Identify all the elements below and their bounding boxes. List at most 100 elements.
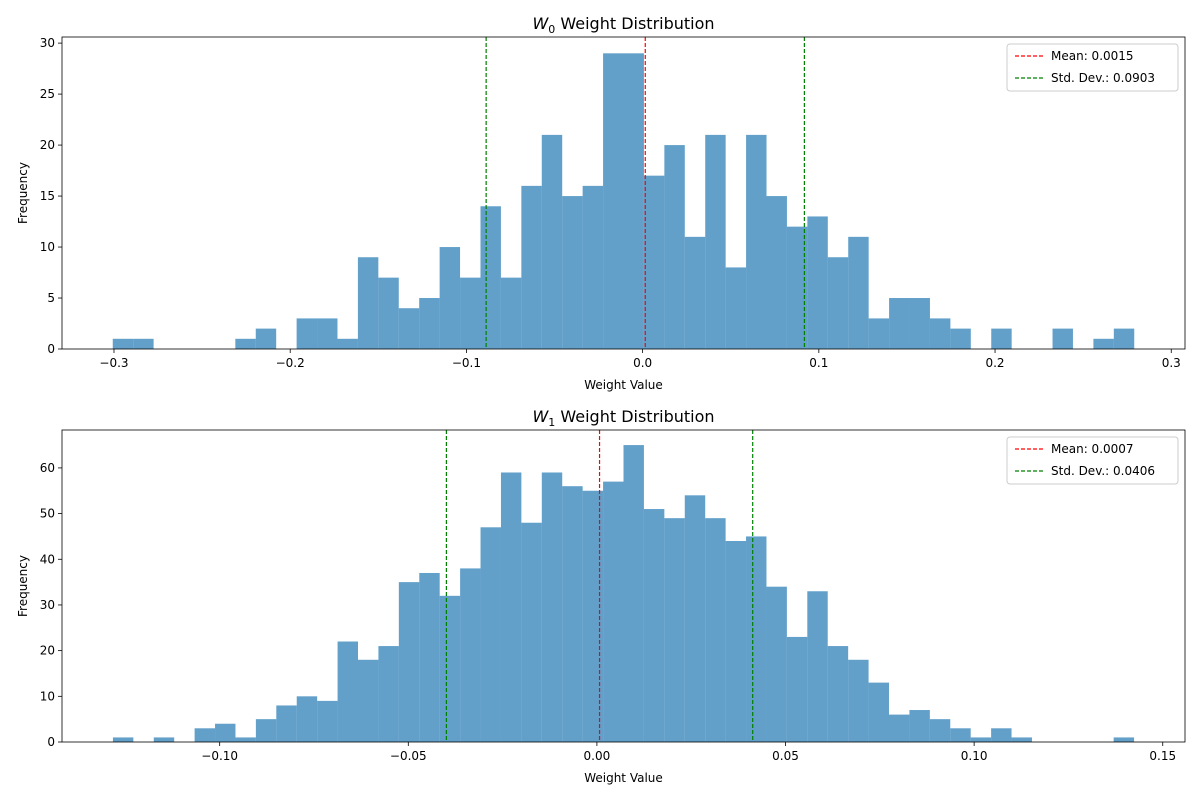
- histogram-bar: [439, 247, 461, 349]
- y-axis-label: Frequency: [16, 555, 30, 617]
- histogram-bar: [582, 185, 604, 349]
- histogram-bar: [725, 267, 747, 349]
- histogram-bar: [562, 196, 583, 349]
- legend: Mean: 0.0007 Std. Dev.: 0.0406: [1006, 436, 1179, 485]
- chart-title: W0 Weight Distribution: [532, 14, 714, 36]
- y-tick-label: 20: [40, 138, 55, 152]
- histogram-bar: [480, 206, 501, 349]
- y-tick-label: 25: [40, 87, 55, 101]
- histogram-bar: [562, 486, 583, 742]
- histogram-bar: [684, 495, 706, 742]
- histogram-bar: [725, 541, 747, 742]
- x-tick-label: 0.3: [1162, 356, 1181, 370]
- histogram-bar: [991, 728, 1012, 742]
- histogram-bar: [460, 277, 481, 349]
- histogram-bar: [766, 586, 787, 742]
- x-tick-label: 0.10: [961, 749, 988, 763]
- histogram-bar: [378, 646, 399, 742]
- title-variable: W: [532, 14, 549, 33]
- histogram-bar: [603, 53, 624, 350]
- x-tick-label: 0.2: [985, 356, 1004, 370]
- y-tick-label: 10: [40, 689, 55, 703]
- legend-std-label: Std. Dev.: 0.0406: [1051, 464, 1155, 478]
- histogram-bar: [623, 445, 644, 742]
- histogram-bar: [194, 728, 216, 742]
- chart-title: W1 Weight Distribution: [532, 407, 714, 429]
- histogram-bar: [929, 318, 951, 349]
- x-tick-label: 0.15: [1149, 749, 1176, 763]
- histogram-bar: [398, 308, 420, 349]
- histogram-bar: [276, 705, 297, 742]
- y-tick-label: 30: [40, 598, 55, 612]
- histogram-bar: [623, 53, 644, 350]
- histogram-bar: [235, 737, 256, 742]
- histogram-bar: [950, 328, 971, 349]
- histogram-bar: [950, 728, 971, 742]
- x-tick-label: −0.2: [276, 356, 305, 370]
- histogram-bar: [521, 522, 542, 742]
- legend-std-label: Std. Dev.: 0.0903: [1051, 71, 1155, 85]
- histogram-bar: [705, 518, 726, 742]
- legend-box: [1006, 436, 1179, 485]
- histogram-bar: [255, 719, 277, 742]
- histogram-bar: [909, 298, 930, 349]
- histogram-bar: [296, 696, 318, 742]
- histogram-bar: [500, 472, 522, 742]
- histogram-bar: [439, 595, 461, 742]
- histogram-bar: [868, 318, 890, 349]
- histogram-bar: [786, 636, 808, 742]
- histogram-bar: [133, 338, 154, 349]
- y-tick-label: 40: [40, 552, 55, 566]
- histogram-bar: [378, 277, 399, 349]
- histogram-bar: [582, 490, 604, 742]
- subplot-0: −0.3 −0.2 −0.1 0.0 0.1 0.2 0.3 0 5 10 15 20 25 30 Weig…: [16, 14, 1186, 392]
- histogram-bar: [337, 338, 358, 349]
- x-tick-label: 0.00: [584, 749, 611, 763]
- histogram-bar: [807, 591, 828, 742]
- histogram-bar: [398, 582, 420, 742]
- histogram-bar: [664, 145, 685, 349]
- histogram-bar: [541, 472, 563, 742]
- axes-frame: [61, 429, 1186, 743]
- histogram-bar: [357, 257, 379, 349]
- title-variable: W: [532, 407, 549, 426]
- x-axis-label: Weight Value: [584, 378, 663, 392]
- x-tick-label: 0.05: [772, 749, 799, 763]
- axes-frame: [61, 36, 1186, 350]
- title-subscript: 0: [548, 23, 555, 36]
- legend: Mean: 0.0015 Std. Dev.: 0.0903: [1006, 43, 1179, 92]
- histogram-bar: [888, 714, 910, 742]
- histogram-bar: [1052, 328, 1073, 349]
- histogram-bar: [603, 481, 624, 742]
- histogram-bar: [807, 216, 828, 349]
- histogram-bar: [215, 723, 236, 742]
- x-tick-label: −0.10: [201, 749, 238, 763]
- histogram-bar: [786, 226, 808, 349]
- histogram-bar: [480, 527, 501, 742]
- histogram-bar: [1093, 338, 1114, 349]
- y-axis-label: Frequency: [16, 162, 30, 224]
- x-tick-label: −0.05: [390, 749, 427, 763]
- y-tick-label: 5: [47, 291, 55, 305]
- histogram-bar: [848, 659, 869, 742]
- histogram-bar: [991, 328, 1012, 349]
- histogram-bar: [460, 568, 481, 742]
- histogram-bar: [317, 700, 338, 742]
- x-tick-label: 0.0: [633, 356, 652, 370]
- histogram-bar: [317, 318, 338, 349]
- histogram-bar: [112, 338, 134, 349]
- histogram-bar: [521, 185, 542, 349]
- histogram-bar: [337, 641, 359, 742]
- histogram-bar: [1011, 737, 1032, 742]
- histogram-bar: [909, 710, 930, 742]
- x-tick-label: −0.1: [452, 356, 481, 370]
- histogram-bar: [643, 175, 665, 349]
- y-tick-label: 15: [40, 189, 55, 203]
- histogram-bar: [664, 518, 685, 742]
- y-tick-label: 20: [40, 644, 55, 658]
- title-subscript: 1: [548, 416, 555, 429]
- y-tick-label: 30: [40, 36, 55, 50]
- histogram-bar: [235, 338, 256, 349]
- legend-mean-label: Mean: 0.0015: [1051, 49, 1134, 63]
